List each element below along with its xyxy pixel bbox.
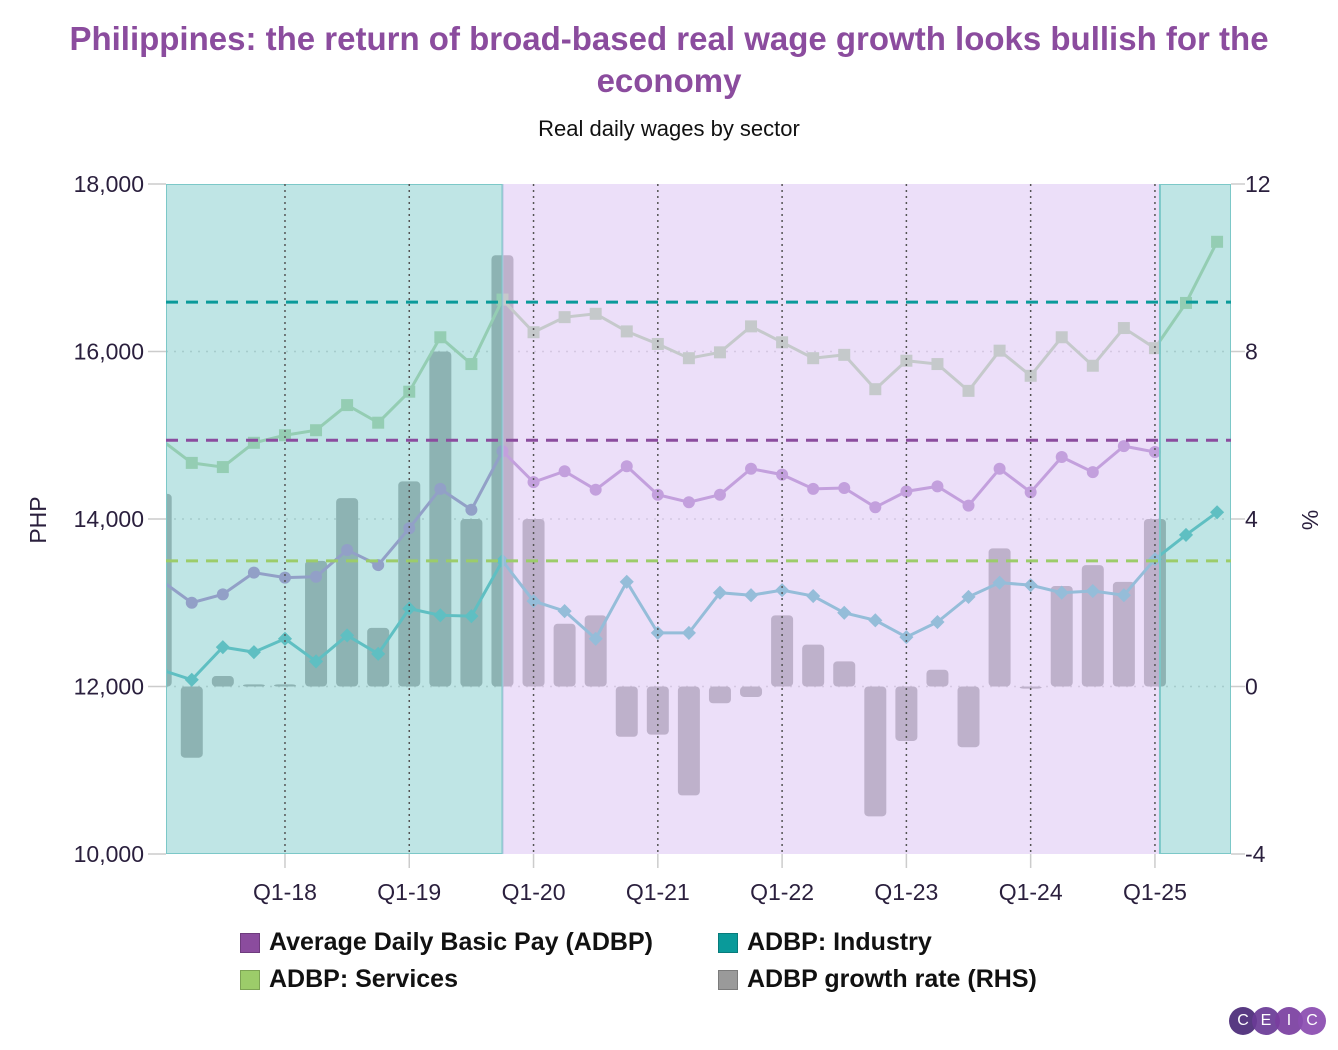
legend-item-growth: ADBP growth rate (RHS) bbox=[718, 965, 1037, 994]
legend-swatch bbox=[240, 969, 260, 990]
y2-axis-label: % bbox=[1297, 510, 1323, 530]
x-tick-label: Q1-23 bbox=[874, 879, 938, 905]
data-point-square bbox=[166, 433, 167, 446]
legend-swatch bbox=[718, 932, 738, 953]
y-tick-label: 10,000 bbox=[74, 841, 144, 867]
x-tick-label: Q1-20 bbox=[502, 879, 566, 905]
y2-tick-label: 0 bbox=[1245, 674, 1258, 700]
x-tick-label: Q1-21 bbox=[626, 879, 690, 905]
shaded-period bbox=[1159, 184, 1231, 854]
y-axis-label: PHP bbox=[25, 496, 51, 543]
legend-label: ADBP: Industry bbox=[747, 928, 932, 956]
legend-label: ADBP: Services bbox=[269, 965, 458, 993]
legend-item-industry: ADBP: Industry bbox=[718, 928, 932, 957]
logo-letter: C bbox=[1298, 1007, 1326, 1035]
y-tick-label: 12,000 bbox=[74, 674, 144, 700]
x-tick-label: Q1-24 bbox=[999, 879, 1063, 905]
x-tick-label: Q1-19 bbox=[377, 879, 441, 905]
shaded-period bbox=[502, 184, 1160, 854]
y2-tick-label: 12 bbox=[1245, 171, 1271, 197]
y-tick-label: 14,000 bbox=[74, 506, 144, 532]
y2-tick-label: 4 bbox=[1245, 506, 1258, 532]
legend-label: Average Daily Basic Pay (ADBP) bbox=[269, 928, 653, 956]
data-point-circle bbox=[166, 577, 167, 583]
y2-tick-label: -4 bbox=[1245, 841, 1266, 867]
y-tick-label: 16,000 bbox=[74, 339, 144, 365]
x-tick-label: Q1-22 bbox=[750, 879, 814, 905]
x-tick-label: Q1-25 bbox=[1123, 879, 1187, 905]
y2-tick-label: 8 bbox=[1245, 339, 1258, 365]
chart-subtitle: Real daily wages by sector bbox=[538, 116, 800, 141]
data-point-diamond bbox=[166, 662, 168, 677]
shaded-period bbox=[166, 184, 503, 854]
chart-title: Philippines: the return of broad-based r… bbox=[69, 20, 1269, 99]
plot-area bbox=[166, 184, 1231, 854]
legend-item-adbp: Average Daily Basic Pay (ADBP) bbox=[240, 928, 653, 957]
y-tick-label: 18,000 bbox=[74, 171, 144, 197]
legend-label: ADBP growth rate (RHS) bbox=[747, 965, 1037, 993]
legend-swatch bbox=[718, 969, 738, 990]
logo-letter: E bbox=[1252, 1007, 1280, 1035]
x-tick-label: Q1-18 bbox=[253, 879, 317, 905]
legend-swatch bbox=[240, 932, 260, 953]
legend-item-services: ADBP: Services bbox=[240, 965, 458, 994]
